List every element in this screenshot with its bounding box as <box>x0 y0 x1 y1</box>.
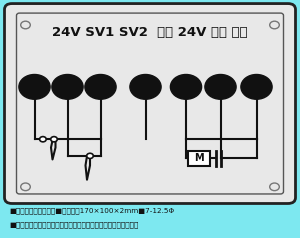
Circle shape <box>40 137 46 142</box>
Circle shape <box>52 74 83 99</box>
Circle shape <box>19 74 50 99</box>
Bar <box>188 151 210 166</box>
Circle shape <box>87 153 93 159</box>
Circle shape <box>21 183 30 191</box>
Circle shape <box>85 74 116 99</box>
Circle shape <box>21 21 30 29</box>
Circle shape <box>51 137 57 142</box>
Circle shape <box>130 74 161 99</box>
Circle shape <box>205 74 236 99</box>
Circle shape <box>270 21 279 29</box>
Circle shape <box>241 74 272 99</box>
Circle shape <box>270 183 279 191</box>
Circle shape <box>170 74 202 99</box>
Text: ■材料＝ステンレス　■サイズ＝170×100×2mm■7-12.5Φ: ■材料＝ステンレス ■サイズ＝170×100×2mm■7-12.5Φ <box>9 207 174 214</box>
Text: ■文字・ライン・黒凹加工、表面ステンレス地・エッチング加工: ■文字・ライン・黒凹加工、表面ステンレス地・エッチング加工 <box>9 222 138 228</box>
FancyBboxPatch shape <box>4 4 296 203</box>
Text: 24V SV1 SV2  停止 24V 正転 逆転: 24V SV1 SV2 停止 24V 正転 逆転 <box>52 26 248 39</box>
Text: M: M <box>194 153 204 163</box>
